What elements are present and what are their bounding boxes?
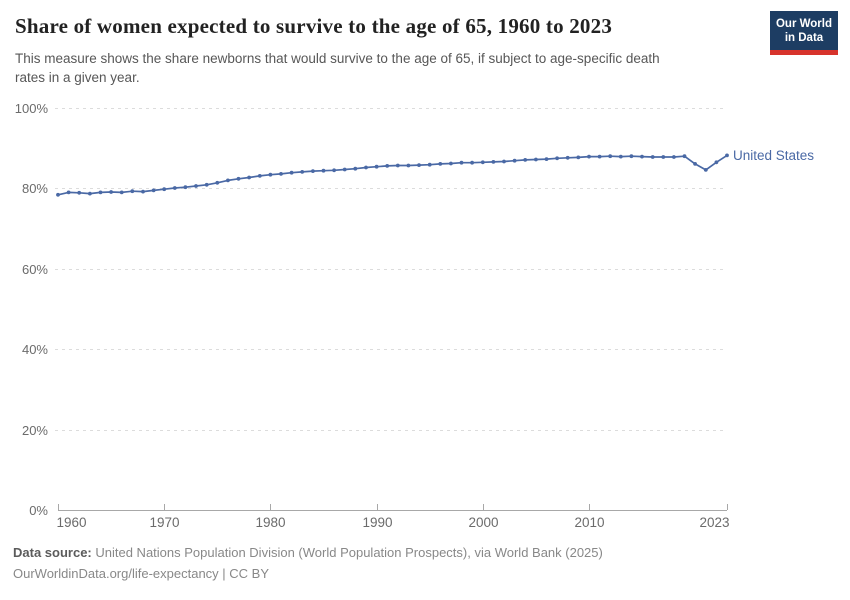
y-tick-label-100: 100%: [15, 101, 49, 116]
data-point-2006[interactable]: [544, 157, 549, 162]
x-tick-label-2010: 2010: [574, 515, 604, 530]
data-point-2022[interactable]: [714, 160, 719, 165]
data-point-1971[interactable]: [172, 186, 177, 190]
data-point-1961[interactable]: [66, 190, 71, 195]
data-point-1984[interactable]: [311, 169, 315, 174]
x-tick-label-2023: 2023: [699, 515, 729, 530]
data-point-1970[interactable]: [162, 187, 167, 192]
data-point-1966[interactable]: [119, 190, 124, 195]
data-point-2007[interactable]: [555, 156, 559, 161]
y-tick-label-40: 40%: [22, 342, 48, 357]
data-point-1963[interactable]: [88, 191, 92, 196]
data-point-2014[interactable]: [629, 154, 634, 159]
data-point-2020[interactable]: [693, 162, 697, 166]
data-point-2011[interactable]: [597, 154, 602, 159]
data-point-1997[interactable]: [449, 161, 453, 166]
chart-subtitle: This measure shows the share newborns th…: [15, 51, 660, 85]
data-point-1974[interactable]: [204, 182, 209, 187]
x-tick-label-1980: 1980: [255, 515, 285, 530]
data-point-2015[interactable]: [640, 154, 644, 159]
data-point-2023[interactable]: [725, 153, 729, 158]
data-point-1996[interactable]: [438, 162, 443, 166]
data-point-1992[interactable]: [395, 163, 400, 168]
data-point-1968[interactable]: [141, 189, 145, 194]
data-point-2009[interactable]: [576, 155, 581, 160]
data-point-2003[interactable]: [512, 158, 517, 163]
y-tick-label-20: 20%: [22, 423, 48, 438]
data-point-2008[interactable]: [565, 155, 570, 160]
owid-logo-line2: in Data: [784, 32, 824, 44]
series-line-united-states: [57, 154, 728, 196]
data-point-1993[interactable]: [406, 163, 411, 168]
x-tick-label-1970: 1970: [149, 515, 179, 530]
x-tick-label-1960: 1960: [57, 515, 87, 530]
data-point-1998[interactable]: [459, 160, 464, 165]
owid-logo[interactable]: Our World in Data: [770, 11, 838, 55]
data-point-1981[interactable]: [279, 172, 283, 176]
owid-logo-line1: Our World: [775, 18, 832, 30]
data-point-2013[interactable]: [618, 154, 623, 159]
series-label-united-states[interactable]: United States: [733, 148, 814, 163]
data-point-1990[interactable]: [374, 164, 379, 169]
page-title: Share of women expected to survive to th…: [15, 14, 613, 38]
data-source-line: Data source: United Nations Population D…: [13, 542, 603, 563]
data-point-1980[interactable]: [268, 172, 273, 177]
data-point-1986[interactable]: [332, 168, 336, 173]
data-source-text: United Nations Population Division (Worl…: [91, 545, 603, 560]
data-point-2016[interactable]: [650, 155, 655, 159]
y-tick-label-60: 60%: [22, 262, 48, 277]
data-point-1965[interactable]: [109, 190, 113, 194]
data-point-2002[interactable]: [502, 159, 506, 164]
footer-link-line[interactable]: OurWorldinData.org/life-expectancy | CC …: [13, 566, 270, 581]
data-point-1976[interactable]: [226, 178, 230, 183]
data-point-2021[interactable]: [703, 168, 708, 172]
data-point-1962[interactable]: [77, 190, 82, 195]
x-tick-label-2000: 2000: [468, 515, 498, 530]
data-point-1991[interactable]: [385, 164, 390, 168]
data-point-1964[interactable]: [98, 190, 103, 195]
data-point-1985[interactable]: [321, 168, 326, 173]
data-point-1972[interactable]: [183, 185, 188, 190]
data-point-1987[interactable]: [342, 167, 347, 172]
data-point-1994[interactable]: [417, 163, 421, 168]
data-point-2010[interactable]: [587, 154, 591, 159]
data-point-2019[interactable]: [682, 154, 687, 159]
data-point-1982[interactable]: [289, 170, 294, 175]
y-tick-label-80: 80%: [22, 181, 48, 196]
data-point-1999[interactable]: [470, 160, 474, 165]
data-point-1973[interactable]: [194, 184, 198, 188]
data-point-2012[interactable]: [608, 154, 613, 159]
y-tick-label-0: 0%: [29, 503, 48, 518]
data-point-1967[interactable]: [130, 189, 135, 194]
data-point-2000[interactable]: [480, 160, 485, 165]
x-tick-label-1990: 1990: [362, 515, 392, 530]
data-point-1983[interactable]: [300, 170, 305, 174]
data-point-2004[interactable]: [523, 158, 528, 162]
data-point-2017[interactable]: [661, 155, 666, 159]
data-point-2001[interactable]: [491, 160, 496, 164]
data-point-1995[interactable]: [427, 162, 432, 167]
data-source-label: Data source:: [13, 545, 92, 560]
chart-footer: Data source: United Nations Population D…: [13, 542, 603, 584]
data-point-1975[interactable]: [215, 180, 220, 185]
data-point-2018[interactable]: [672, 155, 676, 159]
data-point-1978[interactable]: [247, 175, 252, 180]
data-point-2005[interactable]: [534, 157, 538, 162]
data-point-1977[interactable]: [236, 176, 241, 181]
data-point-1989[interactable]: [364, 165, 368, 170]
data-point-1960[interactable]: [56, 192, 60, 197]
data-point-1969[interactable]: [151, 188, 156, 193]
data-point-1988[interactable]: [353, 166, 358, 171]
data-point-1979[interactable]: [257, 174, 262, 178]
